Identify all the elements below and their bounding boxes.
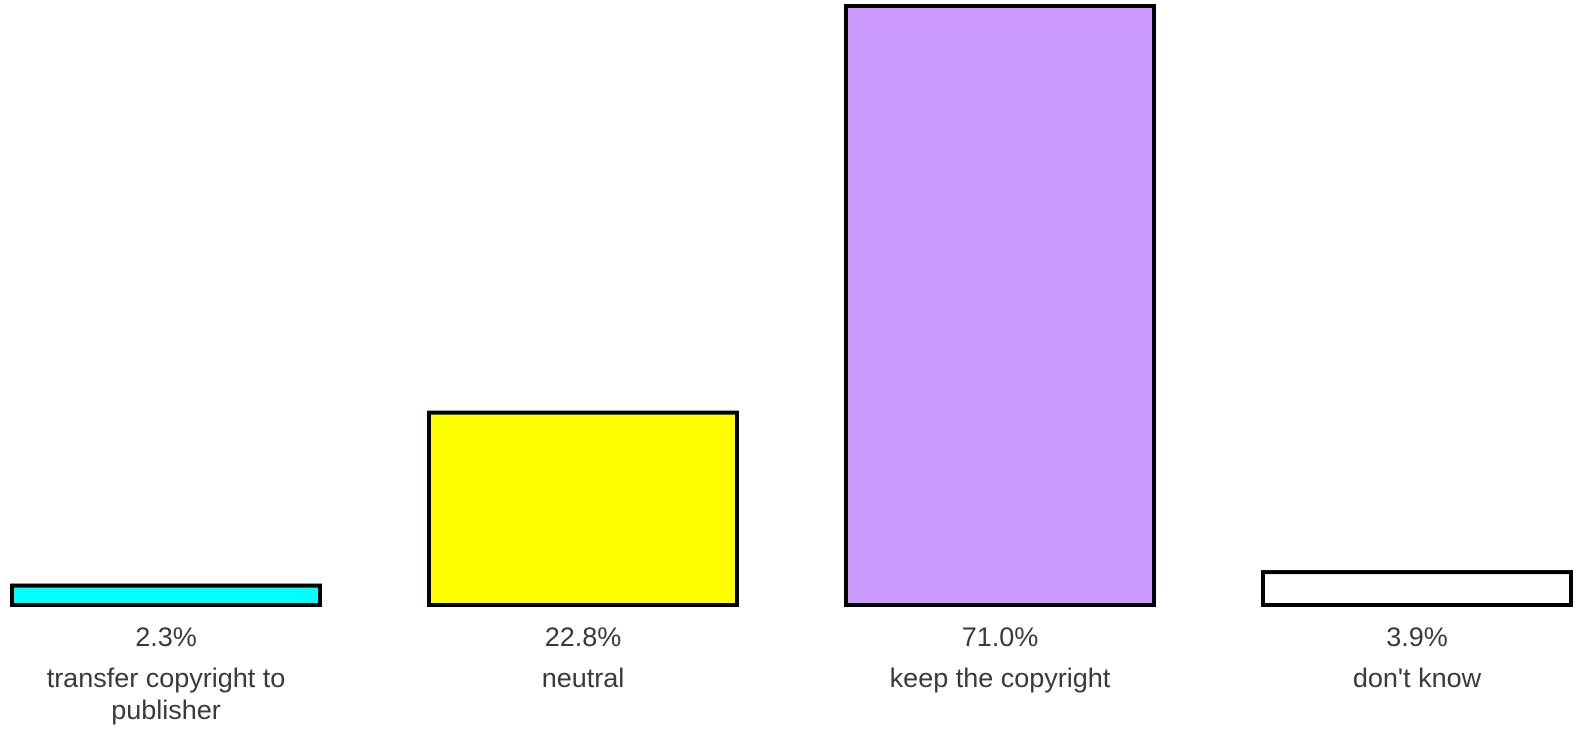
bar-3	[1261, 570, 1573, 607]
value-label-1: 22.8%	[545, 622, 622, 652]
category-label-2-line-0: keep the copyright	[890, 663, 1111, 693]
bar-0	[10, 583, 322, 607]
bar-2	[844, 4, 1156, 607]
category-label-3-line-0: don't know	[1353, 663, 1482, 693]
value-label-2: 71.0%	[962, 622, 1039, 652]
value-label-0: 2.3%	[135, 622, 197, 652]
category-label-1-line-0: neutral	[542, 663, 625, 693]
value-label-3: 3.9%	[1386, 622, 1448, 652]
category-label-0-line-1: publisher	[111, 695, 221, 725]
category-label-0-line-0: transfer copyright to	[47, 663, 286, 693]
bar-1	[427, 410, 739, 608]
bars-group	[10, 4, 1573, 608]
